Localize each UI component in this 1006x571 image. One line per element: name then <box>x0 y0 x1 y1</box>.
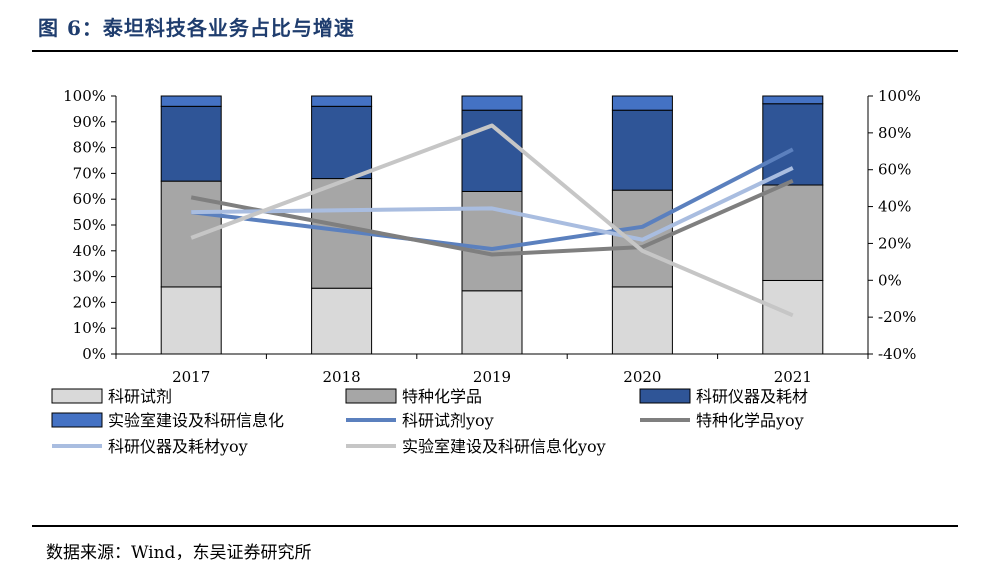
right-axis-ticks: -40% -20% 0% 20% 40% 60% 80% 100% <box>868 87 921 363</box>
left-tick-label: 90% <box>73 113 106 131</box>
top-divider <box>32 50 958 52</box>
bar-segment-1-2017 <box>160 180 222 288</box>
x-tick-label: 2020 <box>623 368 661 386</box>
bar-segment-3-2021 <box>762 95 824 105</box>
legend-label: 科研试剂 <box>108 387 172 406</box>
series-line-1 <box>190 178 794 257</box>
x-tick-label: 2021 <box>774 368 812 386</box>
right-tick-label: -40% <box>878 345 916 363</box>
x-tick-label: 2018 <box>323 368 361 386</box>
bar-segment-3-2017 <box>160 95 222 107</box>
line-layer <box>190 123 794 318</box>
legend-swatch <box>51 412 103 428</box>
right-tick-label: 80% <box>878 124 911 142</box>
bar-segment-3-2018 <box>311 95 373 107</box>
bar-segment-0-2018 <box>311 287 373 355</box>
bottom-divider <box>32 525 958 527</box>
left-tick-label: 20% <box>73 293 106 311</box>
right-tick-label: 100% <box>878 87 921 105</box>
left-tick-label: 60% <box>73 190 106 208</box>
x-tick-label: 2019 <box>473 368 511 386</box>
left-axis-ticks: 0% 10% 20% 30% 40% 50% 60% 70% 80% 90% 100% <box>63 87 116 363</box>
bar-segment-3-2019 <box>461 95 523 111</box>
legend-label: 特种化学品 <box>402 387 482 406</box>
left-tick-label: 80% <box>73 139 106 157</box>
bar-segment-2-2017 <box>160 105 222 182</box>
left-tick-label: 30% <box>73 268 106 286</box>
legend-swatch <box>639 388 691 404</box>
bar-segment-1-2021 <box>762 184 824 281</box>
bar-segment-0-2020 <box>611 286 673 355</box>
bar-segment-2-2019 <box>461 109 523 192</box>
chart: 0% 10% 20% 30% 40% 50% 60% 70% 80% 90% 100% -40% -2… <box>51 87 921 456</box>
bar-segment-2-2021 <box>762 103 824 186</box>
legend-label: 科研仪器及耗材 <box>696 387 808 406</box>
bar-segment-0-2017 <box>160 286 222 355</box>
bar-segment-2-2018 <box>311 105 373 180</box>
x-tick-label: 2017 <box>172 368 210 386</box>
legend-label: 实验室建设及科研信息化 <box>108 411 284 430</box>
left-tick-label: 0% <box>82 345 106 363</box>
legend-label: 科研试剂yoy <box>402 411 494 430</box>
right-tick-label: 0% <box>878 271 902 289</box>
legend-swatch <box>51 388 103 404</box>
left-tick-label: 70% <box>73 164 106 182</box>
legend-label: 科研仪器及耗材yoy <box>108 437 248 456</box>
left-tick-label: 100% <box>63 87 106 105</box>
bar-segment-0-2021 <box>762 279 824 355</box>
legend-label: 特种化学品yoy <box>696 411 804 430</box>
series-line-3 <box>190 123 794 318</box>
legend-swatch <box>345 388 397 404</box>
right-tick-label: 40% <box>878 198 911 216</box>
bar-segment-0-2019 <box>461 290 523 355</box>
right-tick-label: 60% <box>878 161 911 179</box>
right-tick-label: -20% <box>878 308 916 326</box>
legend-label: 实验室建设及科研信息化yoy <box>402 437 606 456</box>
series-line-2 <box>191 166 794 242</box>
x-axis-ticks: 2017 2018 2019 2020 2021 <box>115 354 869 386</box>
series-line-0 <box>190 147 794 251</box>
left-tick-label: 10% <box>73 319 106 337</box>
right-tick-label: 20% <box>878 234 911 252</box>
page-title: 图 6：泰坦科技各业务占比与增速 <box>38 16 355 40</box>
left-tick-label: 40% <box>73 242 106 260</box>
bar-segment-1-2019 <box>461 190 523 292</box>
source-note: 数据来源：Wind，东吴证券研究所 <box>46 543 312 563</box>
bar-segment-3-2020 <box>611 95 673 111</box>
bar-layer <box>160 95 824 355</box>
left-tick-label: 50% <box>73 216 106 234</box>
bar-segment-2-2020 <box>611 109 673 191</box>
